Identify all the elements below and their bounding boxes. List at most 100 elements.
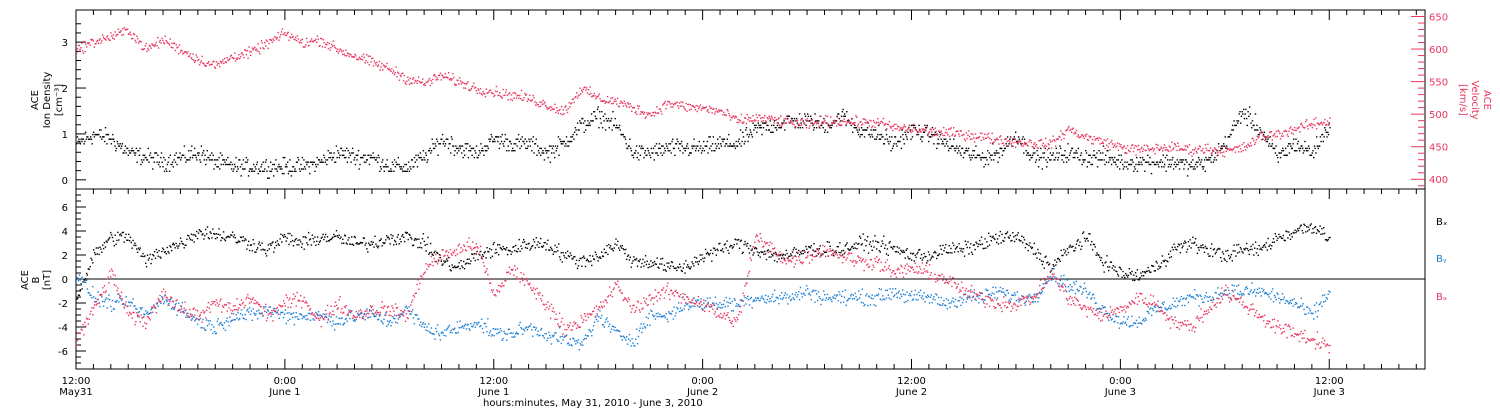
- velocity-point: [1242, 150, 1244, 152]
- bx-point: [239, 241, 241, 243]
- density-point: [506, 138, 509, 140]
- bx-point: [708, 254, 710, 256]
- velocity-point: [534, 101, 536, 103]
- density-point: [375, 159, 377, 161]
- density-point: [693, 138, 695, 140]
- bx-point: [1183, 242, 1185, 244]
- bx-point: [522, 241, 524, 244]
- bx-point: [1281, 237, 1284, 240]
- velocity-point: [1291, 128, 1293, 131]
- bx-point: [515, 250, 518, 253]
- by-point: [162, 298, 164, 300]
- density-point: [991, 154, 993, 156]
- density-point: [94, 133, 96, 136]
- bx-point: [1248, 253, 1250, 256]
- velocity-point: [92, 40, 95, 42]
- density-point: [986, 159, 988, 161]
- velocity-point: [1179, 148, 1181, 150]
- density-point: [761, 133, 763, 136]
- density-point: [1043, 152, 1046, 154]
- density-point: [317, 163, 319, 166]
- velocity-point: [548, 107, 550, 110]
- velocity-point: [803, 122, 805, 124]
- density-point: [584, 120, 586, 122]
- velocity-point: [773, 122, 775, 124]
- velocity-point: [1109, 149, 1111, 151]
- bx-point: [205, 233, 208, 235]
- by-point: [120, 299, 123, 301]
- density-point: [121, 145, 123, 147]
- bx-point: [1311, 232, 1313, 234]
- density-point: [131, 147, 133, 150]
- bx-point: [271, 242, 273, 244]
- density-point: [1317, 147, 1319, 150]
- bx-point: [1323, 227, 1325, 229]
- velocity-point: [1218, 146, 1220, 148]
- velocity-point: [577, 95, 579, 97]
- velocity-point: [1252, 138, 1254, 140]
- density-point: [1121, 159, 1123, 161]
- density-point: [888, 136, 891, 138]
- density-point: [1139, 156, 1142, 159]
- velocity-point: [125, 28, 127, 31]
- density-point: [1079, 159, 1081, 161]
- density-point: [503, 140, 506, 143]
- velocity-point: [635, 111, 637, 113]
- bx-point: [259, 244, 261, 246]
- bx-point: [329, 238, 331, 241]
- density-point: [589, 124, 591, 127]
- velocity-point: [836, 116, 839, 118]
- velocity-point: [834, 122, 836, 124]
- bx-point: [1234, 250, 1236, 252]
- density-point: [481, 150, 483, 152]
- density-point: [537, 150, 540, 152]
- density-point: [600, 122, 602, 124]
- bx-point: [1160, 262, 1163, 264]
- velocity-point: [1232, 148, 1234, 151]
- bx-point: [644, 255, 647, 257]
- density-point: [520, 145, 523, 147]
- density-point: [516, 145, 518, 147]
- velocity-point: [1065, 129, 1068, 131]
- density-point: [731, 145, 733, 147]
- velocity-point: [191, 58, 193, 60]
- density-point: [266, 170, 268, 172]
- velocity-point: [123, 26, 126, 29]
- density-point: [329, 152, 331, 154]
- by-point: [213, 326, 215, 328]
- bx-point: [1009, 234, 1011, 237]
- bx-point: [894, 251, 897, 253]
- bx-point: [434, 250, 436, 252]
- bx-point: [1090, 244, 1092, 246]
- velocity-point: [1116, 142, 1119, 144]
- velocity-point: [270, 39, 273, 42]
- velocity-point: [249, 50, 251, 53]
- density-point: [1096, 152, 1098, 154]
- velocity-point: [1046, 149, 1049, 151]
- density-point: [493, 138, 495, 140]
- velocity-point: [457, 79, 459, 82]
- velocity-point: [743, 121, 745, 123]
- velocity-point: [980, 139, 982, 142]
- bx-point: [1203, 251, 1206, 253]
- density-point: [1224, 136, 1226, 138]
- bx-point: [146, 254, 149, 256]
- velocity-point: [418, 76, 420, 78]
- density-point: [914, 127, 917, 129]
- bx-point: [914, 254, 916, 257]
- velocity-point: [927, 134, 929, 137]
- velocity-point: [526, 100, 528, 102]
- density-point: [111, 138, 113, 140]
- velocity-point: [326, 41, 329, 44]
- density-point: [281, 172, 284, 175]
- density-point: [441, 138, 443, 140]
- velocity-point: [406, 80, 408, 83]
- bx-point: [308, 239, 311, 241]
- velocity-point: [1137, 144, 1140, 147]
- velocity-point: [1147, 148, 1150, 150]
- bx-point: [100, 248, 102, 250]
- bx-point: [163, 251, 166, 253]
- density-point: [596, 108, 599, 111]
- density-point: [712, 136, 714, 138]
- velocity-point: [692, 105, 694, 107]
